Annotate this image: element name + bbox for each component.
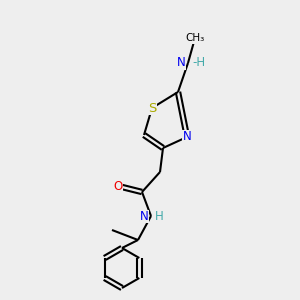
Text: S: S bbox=[148, 101, 156, 115]
Text: N: N bbox=[177, 56, 186, 70]
Text: O: O bbox=[113, 179, 123, 193]
Text: CH₃: CH₃ bbox=[185, 33, 205, 43]
Text: N: N bbox=[183, 130, 191, 143]
Text: H: H bbox=[155, 209, 164, 223]
Text: N: N bbox=[140, 209, 149, 223]
Text: -H: -H bbox=[192, 56, 205, 70]
